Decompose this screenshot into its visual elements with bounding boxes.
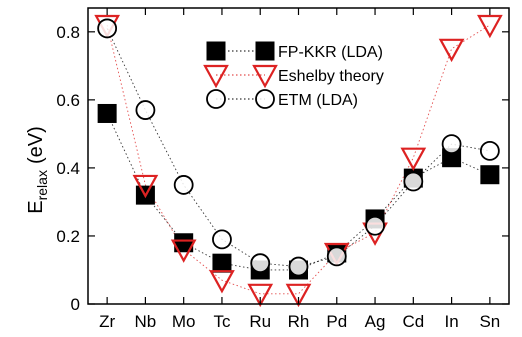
legend-label: ETM (LDA) [278,92,358,109]
data-point [480,165,500,185]
x-tick-label: Sn [479,312,500,331]
x-tick-label: Ru [249,312,271,331]
legend-marker [252,64,278,89]
legend-label: FP-KKR (LDA) [278,44,383,61]
series-line [106,24,491,295]
legend-marker [255,41,275,61]
data-point [135,100,156,120]
data-point [209,270,235,294]
legend-marker [206,41,226,61]
y-axis-title-subscript: relax [34,170,50,200]
data-point [442,148,462,168]
data-point [403,171,424,192]
data-point [132,174,159,199]
x-tick-label: Nb [135,312,157,331]
data-point [174,233,194,253]
data-point [97,103,117,123]
data-point [97,18,118,39]
data-point [247,283,274,308]
y-tick-label: 0.2 [56,227,80,246]
x-tick-label: Pd [326,312,347,331]
data-point [400,147,427,171]
data-point [477,14,503,39]
legend-label: Eshelby theory [278,68,384,85]
series-line [106,28,490,268]
data-point [479,140,500,161]
x-tick-label: Mo [172,312,196,331]
y-axis-title: Erelax (eV) [25,126,50,214]
y-axis-title-main: E [25,200,47,213]
data-point [365,215,385,236]
y-tick-label: 0.6 [56,91,80,110]
x-tick-label: Tc [213,312,231,331]
x-tick-label: In [444,312,458,331]
data-point [170,239,197,263]
y-tick-label: 0.4 [56,159,80,178]
data-point [250,253,271,274]
y-axis-title-unit: (eV) [25,126,47,164]
legend-marker [206,89,226,109]
axis-ticks: 0 0.2 0.4 0.6 0.8 Zr Nb Mo Tc Ru Rh Pd Ag Cd In Sn [56,8,509,331]
x-tick-label: Cd [402,312,424,331]
legend: FP-KKR (LDA) Eshelby theory ETM (LDA) [203,41,384,109]
legend-marker [203,64,229,89]
series-line [106,113,491,271]
data-point [441,134,462,154]
x-tick-label: Zr [99,312,115,331]
y-tick-label: 0 [71,295,80,314]
y-tick-label: 0.8 [56,23,80,42]
data-point [326,246,347,267]
data-point [173,175,194,195]
series-lines [106,24,491,295]
x-tick-label: Rh [288,312,310,331]
data-point [288,256,309,277]
data-point [212,253,232,273]
data-point [285,283,312,308]
x-tick-label: Ag [365,312,386,331]
data-point [212,229,232,250]
legend-marker [255,89,275,109]
data-point [438,38,465,63]
svg-text:Erelax(eV): Erelax (eV) [25,126,50,214]
series-markers [94,14,503,308]
